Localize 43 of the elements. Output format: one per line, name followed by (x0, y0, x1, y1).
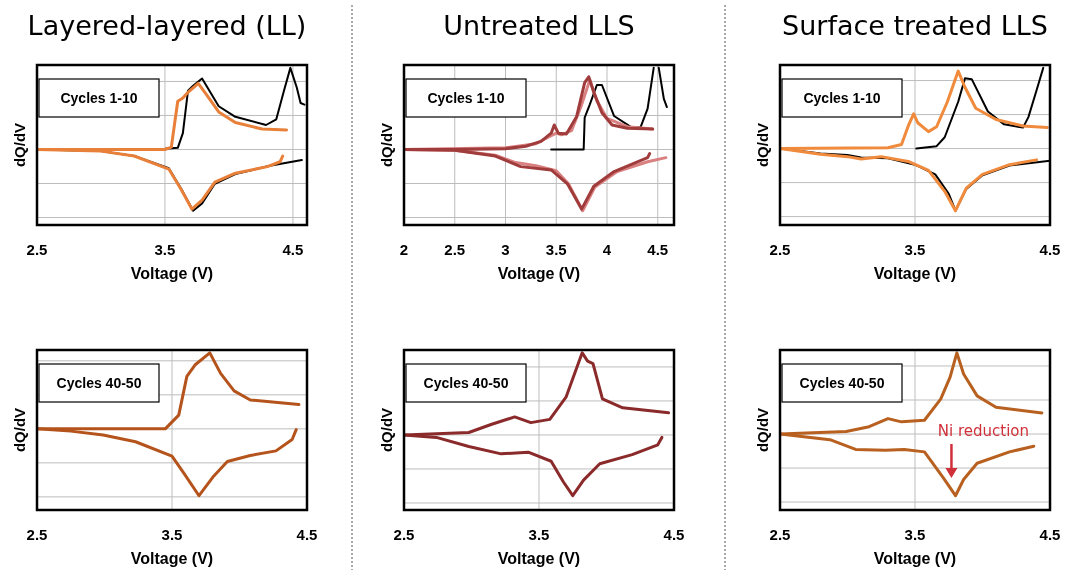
x-tick-label: 3.5 (904, 526, 926, 543)
x-tick-label: 2 (399, 241, 409, 258)
x-tick-label: 4.5 (663, 526, 685, 543)
x-axis-title: Voltage (V) (873, 265, 957, 282)
x-tick-label: 4.5 (647, 241, 669, 258)
y-axis-title: dQ/dV (754, 122, 771, 168)
y-axis-title: dQ/dV (378, 122, 395, 168)
y-axis-title: dQ/dV (11, 122, 28, 168)
x-tick-label: 4.5 (282, 241, 304, 258)
x-tick-label: 2.5 (444, 241, 466, 258)
annotation: Cycles 40-50 (56, 375, 142, 391)
chart-title: Surface treated LLS (782, 10, 1048, 41)
y-axis-title: dQ/dV (11, 407, 28, 453)
x-tick-label: 2.5 (769, 241, 791, 258)
chart-title: Untreated LLS (443, 10, 635, 41)
annotation: Cycles 1-10 (803, 90, 881, 106)
annotation: Cycles 40-50 (423, 375, 509, 391)
y-axis-title: dQ/dV (378, 407, 395, 453)
x-axis-title: Voltage (V) (873, 550, 957, 567)
x-tick-label: 2.5 (26, 526, 48, 543)
x-tick-label: 4 (602, 241, 612, 258)
x-axis-title: Voltage (V) (130, 550, 214, 567)
x-tick-label: 3.5 (904, 241, 926, 258)
annotation: Cycles 1-10 (60, 90, 138, 106)
annotation: Ni reduction (937, 422, 1030, 440)
x-tick-label: 4.5 (296, 526, 318, 543)
x-tick-label: 3.5 (161, 526, 183, 543)
x-tick-label: 3.5 (154, 241, 176, 258)
x-tick-label: 4.5 (1039, 526, 1061, 543)
x-tick-label: 2.5 (26, 241, 48, 258)
x-tick-label: 3 (501, 241, 510, 258)
annotation: Cycles 40-50 (799, 375, 885, 391)
x-axis-title: Voltage (V) (130, 265, 214, 282)
x-axis-title: Voltage (V) (497, 550, 581, 567)
x-tick-label: 2.5 (393, 526, 415, 543)
chart-title: Layered-layered (LL) (27, 10, 307, 41)
x-tick-label: 3.5 (545, 241, 567, 258)
x-tick-label: 2.5 (769, 526, 791, 543)
x-axis-title: Voltage (V) (497, 265, 581, 282)
x-tick-label: 4.5 (1039, 241, 1061, 258)
annotation: Cycles 1-10 (427, 90, 505, 106)
x-tick-label: 3.5 (528, 526, 550, 543)
y-axis-title: dQ/dV (754, 407, 771, 453)
